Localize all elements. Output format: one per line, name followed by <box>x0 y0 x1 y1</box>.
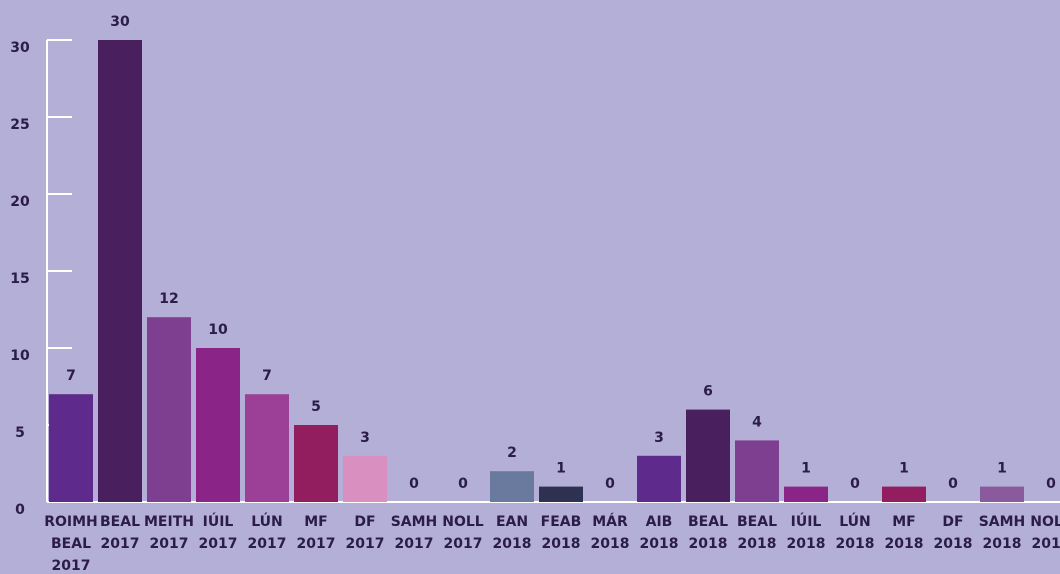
bar <box>882 486 926 502</box>
bar <box>245 394 289 502</box>
x-tick-label: LÚN 2017 <box>248 512 287 552</box>
y-tick-label: 20 <box>10 194 30 210</box>
value-label: 0 <box>1046 476 1056 492</box>
bar <box>784 486 828 502</box>
y-tick-label: 15 <box>10 271 29 287</box>
bar <box>343 455 387 502</box>
value-label: 6 <box>703 384 713 400</box>
y-tick-label: 10 <box>10 348 30 364</box>
x-tick-label: IÚIL 2018 <box>787 512 826 552</box>
value-label: 2 <box>507 445 517 461</box>
x-tick-label: ROIMH BEAL 2017 <box>44 514 98 574</box>
x-tick-label: DF 2018 <box>934 514 973 552</box>
bar <box>490 471 534 502</box>
x-tick-label: LÚN 2018 <box>836 512 875 552</box>
value-label: 3 <box>654 430 664 446</box>
bar <box>686 409 730 502</box>
x-tick-label: IÚIL 2017 <box>199 512 238 552</box>
bar <box>196 348 240 502</box>
value-label: 0 <box>850 476 860 492</box>
value-label: 12 <box>159 291 178 307</box>
value-label: 1 <box>899 461 909 477</box>
value-label: 0 <box>458 476 468 492</box>
x-tick-label: MÁR 2018 <box>591 513 630 552</box>
x-tick-label: SAMH 2018 <box>979 514 1026 552</box>
x-tick-label: BEAL 2018 <box>737 514 777 552</box>
bar <box>147 317 191 502</box>
value-label: 1 <box>556 461 566 477</box>
value-label: 0 <box>605 476 615 492</box>
x-tick-label: DF 2017 <box>346 514 385 552</box>
value-label: 1 <box>801 461 811 477</box>
bar <box>294 425 338 502</box>
x-tick-label: AIB 2018 <box>640 514 679 552</box>
value-label: 0 <box>409 476 419 492</box>
x-tick-label: BEAL 2018 <box>688 514 728 552</box>
y-tick-label: 25 <box>10 117 29 133</box>
x-tick-label: MF 2018 <box>885 514 924 552</box>
x-tick-label: SAMH 2017 <box>391 514 438 552</box>
y-tick-label: 0 <box>15 502 25 518</box>
value-label: 0 <box>948 476 958 492</box>
x-tick-label: FEAB 2018 <box>541 514 582 552</box>
bar <box>735 440 779 502</box>
bar <box>98 40 142 502</box>
value-label: 5 <box>311 399 321 415</box>
bar <box>49 394 93 502</box>
y-tick-label: 5 <box>15 425 25 441</box>
x-tick-label: EAN 2018 <box>493 514 532 552</box>
x-tick-label: MF 2017 <box>297 514 336 552</box>
x-tick-label: MEITH 2017 <box>144 514 194 552</box>
x-tick-label: NOLL2018 <box>1030 514 1060 552</box>
value-label: 10 <box>208 322 228 338</box>
bar <box>539 486 583 502</box>
value-label: 3 <box>360 430 370 446</box>
x-tick-label: NOLL 2017 <box>442 514 484 552</box>
bar <box>980 486 1024 502</box>
x-tick-label: BEAL 2017 <box>100 514 140 552</box>
y-tick-label: 30 <box>10 40 30 56</box>
value-label: 7 <box>262 368 272 384</box>
value-label: 7 <box>66 368 76 384</box>
bar <box>637 455 681 502</box>
value-label: 4 <box>752 414 762 430</box>
value-label: 1 <box>997 461 1007 477</box>
value-label: 30 <box>110 14 130 30</box>
